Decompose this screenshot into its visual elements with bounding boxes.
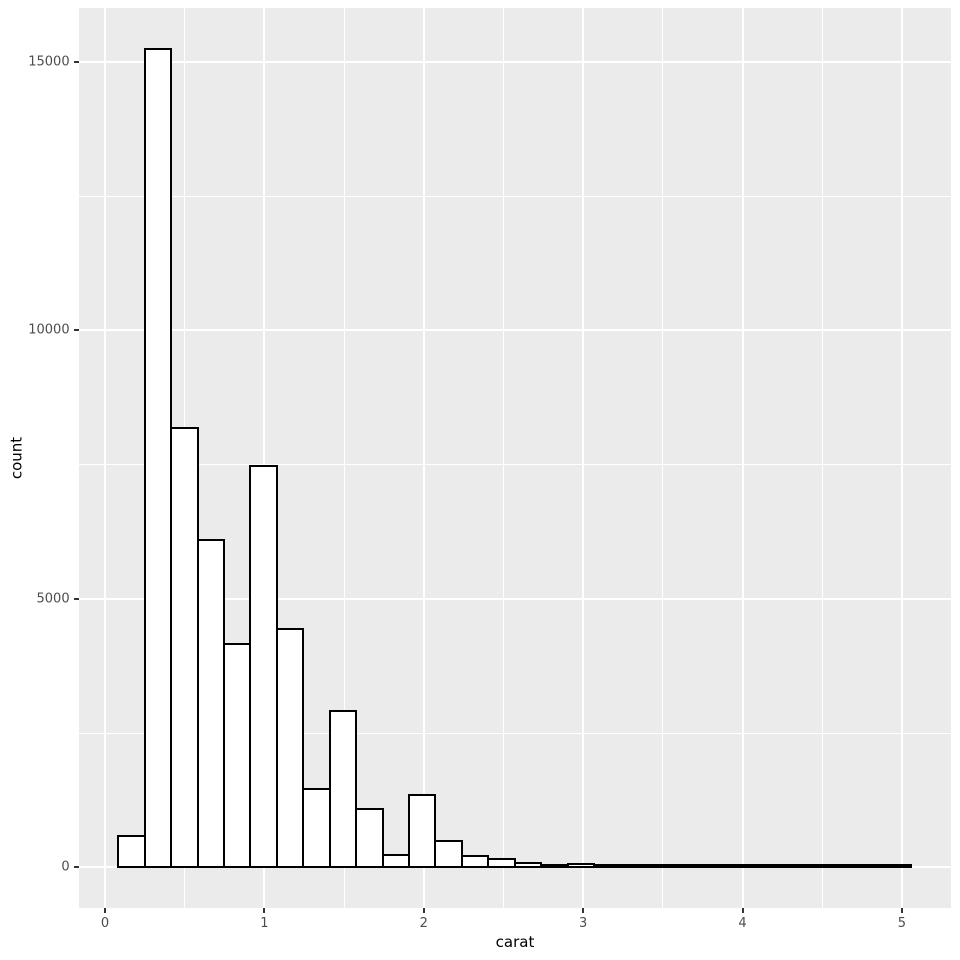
- histogram-bar: [830, 864, 860, 869]
- histogram-bar: [593, 864, 622, 869]
- y-major-gridline: [78, 597, 951, 600]
- histogram-bar: [460, 855, 490, 869]
- x-tick-mark: [741, 908, 744, 914]
- histogram-bar: [408, 794, 437, 869]
- y-minor-gridline: [78, 464, 951, 466]
- histogram-bar: [249, 464, 278, 869]
- y-tick-mark: [73, 597, 79, 600]
- histogram-bar: [355, 807, 384, 869]
- y-tick-label: 5000: [36, 591, 70, 607]
- histogram-bar: [883, 864, 913, 869]
- histogram-bar: [196, 538, 225, 869]
- x-tick-label: 0: [100, 916, 110, 932]
- x-tick-mark: [582, 908, 585, 914]
- x-major-gridline: [741, 8, 744, 909]
- histogram-bar: [143, 48, 173, 869]
- histogram-bar: [778, 864, 807, 869]
- y-axis-title: count: [7, 436, 26, 480]
- y-tick-mark: [73, 60, 79, 63]
- x-tick-mark: [104, 908, 107, 914]
- x-tick-mark: [263, 908, 266, 914]
- x-major-gridline: [422, 8, 425, 909]
- y-tick-label: 0: [61, 859, 70, 875]
- histogram-bar: [672, 864, 701, 869]
- x-tick-mark: [422, 908, 425, 914]
- x-minor-gridline: [502, 8, 504, 909]
- histogram-bar: [434, 839, 463, 869]
- x-major-gridline: [104, 8, 107, 909]
- histogram-bar: [513, 862, 543, 869]
- plot-panel: [78, 8, 951, 909]
- histogram-bar: [170, 427, 199, 869]
- y-minor-gridline: [78, 732, 951, 734]
- x-tick-mark: [900, 908, 903, 914]
- y-tick-mark: [73, 329, 79, 332]
- histogram-bar: [751, 864, 781, 869]
- histogram-bar: [566, 863, 596, 869]
- x-axis-title: carat: [495, 933, 535, 951]
- x-major-gridline: [900, 8, 903, 909]
- y-tick-mark: [73, 866, 79, 869]
- x-major-gridline: [582, 8, 585, 909]
- y-tick-label: 10000: [28, 322, 70, 338]
- y-minor-gridline: [78, 195, 951, 197]
- x-tick-label: 1: [260, 916, 269, 932]
- x-minor-gridline: [343, 8, 345, 909]
- x-major-gridline: [263, 8, 266, 909]
- histogram-bar: [725, 864, 754, 869]
- histogram-bar: [857, 864, 886, 869]
- histogram-bar: [540, 864, 569, 869]
- histogram-bar: [381, 853, 411, 869]
- x-tick-label: 4: [738, 916, 747, 932]
- x-tick-label: 5: [897, 916, 907, 932]
- x-tick-label: 2: [419, 916, 428, 932]
- x-minor-gridline: [821, 8, 823, 909]
- histogram-bar: [645, 864, 675, 869]
- x-minor-gridline: [662, 8, 664, 909]
- x-tick-label: 3: [579, 916, 588, 932]
- histogram-bar: [487, 858, 516, 869]
- histogram-bar: [223, 642, 252, 869]
- histogram-bar: [619, 864, 648, 869]
- histogram-bar: [302, 788, 331, 869]
- histogram-bar: [275, 627, 305, 869]
- histogram-bar: [328, 709, 358, 869]
- y-major-gridline: [78, 60, 951, 63]
- y-major-gridline: [78, 329, 951, 332]
- histogram-bar: [698, 864, 728, 869]
- histogram-bar: [117, 834, 146, 869]
- y-tick-label: 15000: [28, 54, 70, 70]
- histogram-bar: [804, 864, 833, 869]
